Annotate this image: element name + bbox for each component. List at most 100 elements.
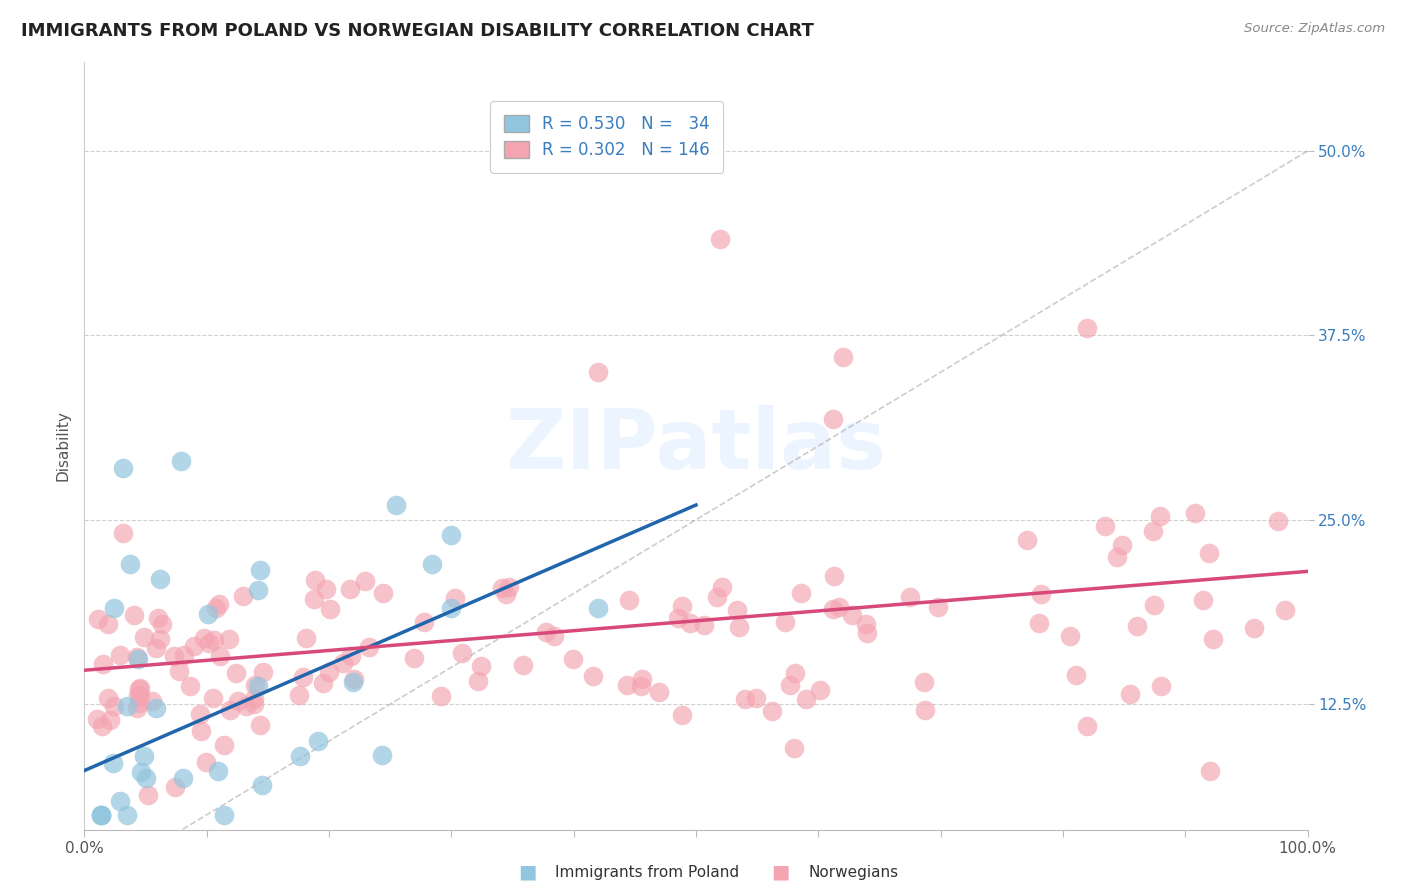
Point [1184, 507, 1206, 521]
Point [709, 232, 731, 246]
Point [232, 589, 254, 603]
Point [249, 718, 271, 732]
Point [794, 691, 817, 706]
Point [235, 698, 257, 713]
Point [86, 712, 108, 726]
Point [288, 689, 311, 703]
Point [666, 611, 689, 625]
Point [202, 632, 225, 647]
Point [90, 807, 112, 822]
Point [1017, 533, 1039, 547]
Point [467, 673, 489, 688]
Point [1126, 619, 1149, 633]
Point [190, 723, 212, 738]
Point [1076, 719, 1098, 733]
Point [252, 665, 274, 680]
Point [163, 780, 186, 794]
Point [214, 738, 236, 752]
Point [302, 592, 325, 607]
Point [1143, 599, 1166, 613]
Point [706, 590, 728, 604]
Text: IMMIGRANTS FROM POLAND VS NORWEGIAN DISABILITY CORRELATION CHART: IMMIGRANTS FROM POLAND VS NORWEGIAN DISA… [21, 22, 814, 40]
Point [693, 618, 716, 632]
Point [1150, 679, 1173, 693]
Point [678, 615, 700, 630]
Point [1059, 629, 1081, 643]
Point [371, 748, 394, 763]
Point [1198, 546, 1220, 560]
Point [207, 764, 229, 778]
Point [779, 678, 801, 692]
Point [745, 690, 768, 705]
Point [561, 652, 583, 666]
Point [115, 699, 138, 714]
Point [761, 704, 783, 718]
Point [225, 665, 247, 680]
Point [440, 601, 463, 615]
Legend: R = 0.530   N =   34, R = 0.302   N = 146: R = 0.530 N = 34, R = 0.302 N = 146 [491, 102, 723, 173]
Point [195, 756, 218, 770]
Point [420, 557, 443, 571]
Point [108, 794, 131, 808]
Point [145, 641, 167, 656]
Point [582, 669, 605, 683]
Point [128, 696, 150, 710]
Text: Immigrants from Poland: Immigrants from Poland [555, 865, 740, 880]
Text: Source: ZipAtlas.com: Source: ZipAtlas.com [1244, 22, 1385, 36]
Point [912, 674, 935, 689]
Point [1142, 524, 1164, 538]
Point [90, 807, 112, 822]
Point [728, 620, 751, 634]
Point [512, 657, 534, 672]
Point [543, 629, 565, 643]
Point [413, 615, 436, 629]
Point [129, 690, 152, 704]
Point [98, 714, 121, 728]
Point [783, 741, 806, 756]
Point [179, 679, 201, 693]
Point [97, 690, 120, 705]
Point [129, 681, 152, 696]
Point [451, 646, 474, 660]
Point [122, 608, 145, 623]
Point [1202, 632, 1225, 646]
Point [315, 582, 337, 597]
Point [898, 591, 921, 605]
Point [202, 691, 225, 706]
Point [290, 748, 312, 763]
Point [209, 649, 232, 664]
Point [188, 706, 211, 721]
Point [630, 679, 652, 693]
Point [1094, 519, 1116, 533]
Point [226, 694, 249, 708]
Point [145, 701, 167, 715]
Point [616, 678, 638, 692]
Point [312, 676, 335, 690]
Point [246, 583, 269, 598]
Point [773, 615, 796, 630]
Point [319, 601, 342, 615]
Point [710, 580, 733, 594]
Point [1267, 514, 1289, 528]
Point [291, 670, 314, 684]
Point [790, 585, 813, 599]
Point [129, 764, 152, 779]
Point [304, 574, 326, 588]
Point [343, 673, 366, 687]
Point [1111, 538, 1133, 552]
Y-axis label: Disability: Disability [55, 410, 70, 482]
Point [97, 617, 120, 632]
Point [318, 665, 340, 680]
Point [128, 682, 150, 697]
Point [385, 498, 408, 512]
Point [127, 700, 149, 714]
Point [491, 581, 513, 595]
Point [373, 585, 395, 599]
Point [1119, 687, 1142, 701]
Point [353, 574, 375, 589]
Point [103, 698, 125, 713]
Text: ■: ■ [770, 863, 790, 882]
Point [357, 640, 380, 654]
Point [243, 678, 266, 692]
Point [1274, 603, 1296, 617]
